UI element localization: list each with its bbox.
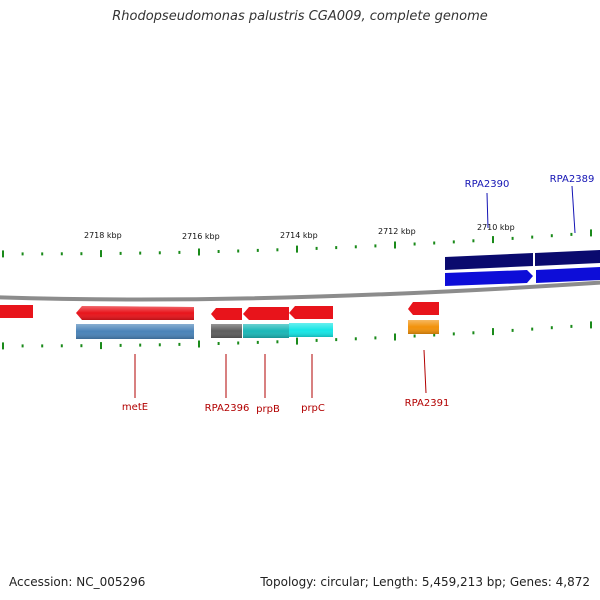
gene-arrow-metE-shade xyxy=(76,306,194,320)
gene-label-RPA2396: RPA2396 xyxy=(205,403,250,414)
cds-bar-RPA2389 xyxy=(535,250,600,266)
cds-bar-RPA2396-shade xyxy=(211,324,242,338)
map-title: Rhodopseudomonas palustris CGA009, compl… xyxy=(112,9,488,24)
gene-label-prpC: prpC xyxy=(301,403,325,414)
gene-arrow-RPA2391 xyxy=(408,302,439,315)
cds-bar-RPA2391-shade xyxy=(408,320,439,334)
tick-label-2716: 2716 kbp xyxy=(182,232,220,241)
gene-arrow-RPA2389 xyxy=(536,267,600,283)
gene-arrow-RPA2390 xyxy=(445,270,533,286)
gene-left-partial xyxy=(0,305,33,318)
gene-label-RPA2389: RPA2389 xyxy=(550,174,595,185)
gene-label-RPA2390: RPA2390 xyxy=(465,179,510,190)
gene-arrow-prpB xyxy=(243,307,289,320)
tick-label-2714: 2714 kbp xyxy=(280,231,318,240)
gene-arrow-prpC xyxy=(289,306,333,319)
leader-RPA2391 xyxy=(423,349,427,394)
tick-label-2712: 2712 kbp xyxy=(378,227,416,236)
cds-bar-prpC-shade xyxy=(289,323,333,337)
genome-summary-text: Topology: circular; Length: 5,459,213 bp… xyxy=(260,575,590,589)
tick-marks xyxy=(2,229,592,350)
tick-label-2710: 2710 kbp xyxy=(477,223,515,232)
gene-label-RPA2391: RPA2391 xyxy=(405,398,450,409)
gene-arrow-RPA2396 xyxy=(211,308,242,320)
cds-bar-RPA2390 xyxy=(445,253,533,270)
tick-label-2718: 2718 kbp xyxy=(84,231,122,240)
gene-label-prpB: prpB xyxy=(256,404,280,415)
cds-bar-prpB-shade xyxy=(243,324,289,338)
leader-RPA2389 xyxy=(571,185,576,234)
accession-text: Accession: NC_005296 xyxy=(9,575,146,589)
gene-label-metE: metE xyxy=(122,402,148,413)
leader-RPA2390 xyxy=(486,192,489,229)
genome-backbone xyxy=(0,280,600,302)
cds-bar-metE-shade xyxy=(76,324,194,339)
